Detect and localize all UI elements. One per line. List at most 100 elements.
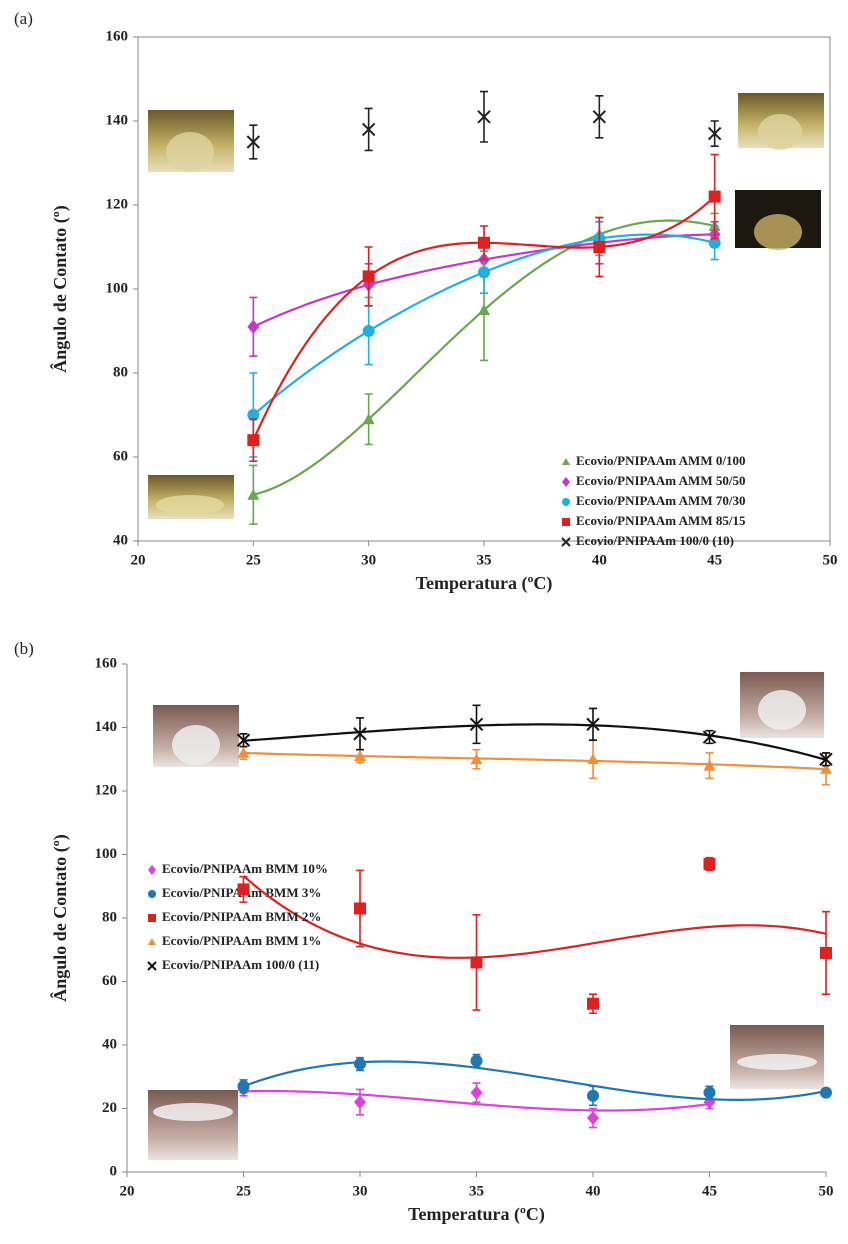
marker: [148, 914, 156, 922]
marker: [148, 938, 156, 945]
y-tick-label: 40: [113, 532, 128, 548]
marker: [820, 946, 832, 959]
legend-label: Ecovio/PNIPAAm AMM 0/100: [576, 453, 745, 468]
legend-label: Ecovio/PNIPAAm 100/0 (10): [576, 533, 734, 548]
marker: [469, 717, 484, 732]
marker: [478, 304, 490, 315]
x-tick-label: 25: [246, 552, 261, 568]
y-tick-label: 120: [106, 196, 129, 212]
y-tick-label: 100: [106, 280, 129, 296]
marker: [353, 727, 367, 741]
trend-line: [243, 1060, 827, 1101]
marker: [587, 1089, 599, 1102]
legend-label: Ecovio/PNIPAAm BMM 1%: [162, 933, 321, 948]
x-tick-label: 50: [819, 1183, 834, 1199]
droplet: [758, 690, 806, 730]
marker: [703, 759, 716, 771]
marker: [147, 961, 157, 971]
droplet: [166, 132, 214, 172]
x-tick-label: 40: [586, 1183, 601, 1199]
marker: [247, 409, 260, 421]
marker: [478, 266, 490, 279]
y-tick-label: 20: [102, 1100, 117, 1116]
x-tick-label: 40: [592, 552, 607, 568]
x-tick-label: 35: [469, 1183, 484, 1199]
photo: [148, 1090, 238, 1160]
marker: [707, 126, 722, 141]
marker: [470, 1054, 483, 1067]
marker: [562, 498, 570, 506]
droplet: [754, 214, 802, 250]
marker: [237, 883, 250, 896]
y-tick-label: 140: [95, 719, 118, 735]
trend-line: [243, 723, 827, 761]
marker: [593, 241, 606, 253]
marker: [148, 890, 156, 898]
marker: [247, 319, 260, 334]
marker: [820, 762, 832, 774]
y-tick-label: 160: [95, 655, 118, 671]
droplet-photos: [148, 93, 824, 1160]
marker: [354, 1095, 366, 1110]
y-tick-label: 60: [113, 448, 128, 464]
marker: [586, 717, 600, 732]
marker: [708, 236, 721, 249]
trend-line: [242, 875, 827, 959]
marker: [562, 458, 570, 465]
marker: [362, 325, 375, 337]
trend-line: [243, 1089, 710, 1112]
marker: [237, 746, 250, 758]
marker: [703, 858, 716, 871]
marker: [470, 753, 483, 765]
x-axis-label: Temperatura (ºC): [408, 1204, 545, 1225]
x-tick-label: 30: [353, 1183, 368, 1199]
x-tick-label: 45: [707, 552, 722, 568]
x-tick-label: 45: [702, 1183, 717, 1199]
droplet: [737, 1054, 817, 1070]
panel-label: (a): [14, 9, 33, 28]
x-tick-label: 35: [477, 552, 492, 568]
trend-line: [243, 751, 827, 771]
legend-label: Ecovio/PNIPAAm AMM 70/30: [576, 493, 745, 508]
y-axis-label: Ângulo de Contato (º): [49, 834, 71, 1001]
marker: [246, 135, 261, 149]
marker: [562, 477, 570, 487]
y-tick-label: 80: [113, 364, 128, 380]
x-tick-label: 25: [236, 1183, 251, 1199]
marker: [470, 956, 483, 969]
droplet: [758, 114, 802, 150]
marker: [702, 730, 717, 744]
y-tick-label: 100: [95, 846, 118, 862]
marker: [703, 1086, 716, 1099]
marker: [354, 750, 366, 762]
marker: [587, 997, 599, 1010]
marker: [237, 1080, 250, 1093]
y-tick-label: 80: [102, 909, 117, 925]
y-tick-label: 160: [106, 28, 129, 44]
marker: [470, 1085, 483, 1100]
marker: [362, 270, 375, 283]
y-tick-label: 0: [110, 1163, 118, 1179]
marker: [819, 752, 833, 766]
marker: [354, 902, 366, 915]
panel-label: (b): [14, 639, 34, 658]
marker: [361, 122, 376, 137]
legend-label: Ecovio/PNIPAAm BMM 10%: [162, 861, 328, 876]
marker: [478, 236, 490, 249]
marker: [820, 1086, 832, 1099]
x-axis-label: Temperatura (ºC): [416, 573, 553, 594]
marker: [561, 537, 571, 547]
marker: [236, 733, 251, 747]
legend-label: Ecovio/PNIPAAm AMM 50/50: [576, 473, 745, 488]
y-tick-label: 120: [95, 782, 118, 798]
x-tick-label: 50: [823, 552, 838, 568]
marker: [587, 753, 599, 765]
legend-label: Ecovio/PNIPAAm AMM 85/15: [576, 513, 746, 528]
marker: [708, 190, 721, 203]
y-tick-label: 60: [102, 973, 117, 989]
legend-label: Ecovio/PNIPAAm BMM 2%: [162, 909, 321, 924]
x-tick-label: 30: [361, 552, 376, 568]
y-tick-label: 40: [102, 1036, 117, 1052]
marker: [247, 434, 260, 447]
